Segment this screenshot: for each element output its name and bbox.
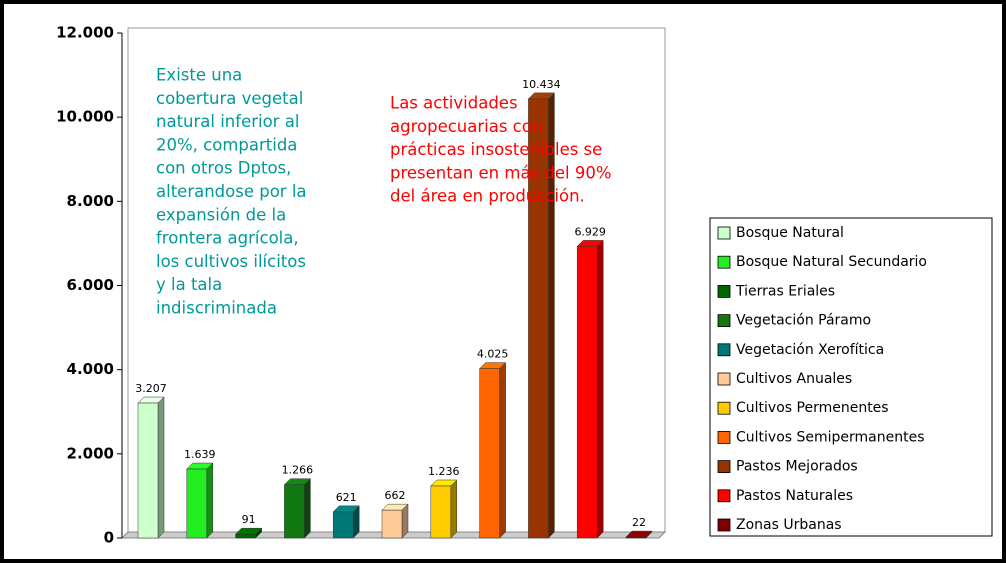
legend-swatch <box>717 343 731 357</box>
legend-swatch <box>717 255 731 269</box>
legend <box>709 217 993 537</box>
legend-swatch <box>717 430 731 444</box>
annotation: con otros Dptos, <box>156 159 291 178</box>
bar <box>186 468 208 539</box>
bar-side <box>450 479 458 539</box>
annotation: alterandose por la <box>156 182 307 201</box>
legend-label: Cultivos Permenentes <box>736 400 889 416</box>
value-label: 22 <box>632 516 646 529</box>
bar <box>528 98 549 539</box>
y-tick-label: 12.000 <box>56 24 114 42</box>
bar <box>430 485 452 539</box>
value-label: 3.207 <box>135 382 167 395</box>
value-label: 1.266 <box>282 464 314 477</box>
value-label: 1.639 <box>184 448 216 461</box>
legend-label: Cultivos Anuales <box>736 371 852 387</box>
legend-swatch <box>717 284 731 298</box>
bar <box>235 533 256 539</box>
bar <box>332 511 354 539</box>
bar <box>137 402 159 539</box>
annotation: indiscriminada <box>156 299 277 318</box>
value-label: 91 <box>242 513 256 526</box>
value-label: 1.236 <box>428 465 460 478</box>
legend-swatch <box>717 226 731 240</box>
legend-swatch <box>717 518 731 532</box>
annotation: 20%, compartida <box>156 135 297 154</box>
bar-side <box>304 478 311 539</box>
bar-side <box>157 396 165 539</box>
legend-swatch <box>717 372 731 386</box>
legend-swatch <box>717 489 731 503</box>
legend-label: Bosque Natural <box>736 225 844 241</box>
value-label: 662 <box>385 489 406 502</box>
bar-side <box>596 239 604 539</box>
legend-swatch <box>717 314 731 328</box>
y-tick-label: 8.000 <box>67 192 114 210</box>
legend-swatch <box>717 460 731 474</box>
y-tick-label: 0 <box>104 529 114 547</box>
annotation: y la tala <box>156 275 222 294</box>
annotation: Existe una <box>156 66 242 85</box>
annotation: frontera agrícola, <box>156 229 299 248</box>
bar <box>381 509 403 539</box>
y-tick-label: 10.000 <box>56 108 114 126</box>
annotation: presentan en más del 90% <box>390 163 612 182</box>
y-tick-label: 4.000 <box>67 360 114 378</box>
legend-label: Tierras Eriales <box>735 283 835 299</box>
value-label: 10.434 <box>522 78 561 91</box>
legend-label: Vegetación Xerofítica <box>736 342 884 358</box>
annotation: prácticas insostenibles se <box>390 140 602 159</box>
annotation: cobertura vegetal <box>156 89 303 108</box>
y-tick-label: 2.000 <box>67 444 114 462</box>
annotation: agropecuarias con <box>390 117 542 136</box>
legend-label: Bosque Natural Secundario <box>736 254 927 270</box>
legend-label: Vegetación Páramo <box>736 313 871 329</box>
legend-label: Pastos Naturales <box>736 488 853 504</box>
annotation: natural inferior al <box>156 112 299 131</box>
bar-side <box>206 462 214 539</box>
legend-swatch <box>717 401 731 415</box>
bar <box>284 484 305 539</box>
value-label: 6.929 <box>574 225 606 238</box>
annotation: expansión de la <box>156 205 286 224</box>
y-tick-label: 6.000 <box>67 276 114 294</box>
bar-side <box>499 362 506 539</box>
legend-label: Cultivos Semipermanentes <box>736 429 925 445</box>
value-label: 4.025 <box>477 348 509 361</box>
value-label: 621 <box>336 491 357 504</box>
annotation: Las actividades <box>390 94 518 113</box>
bar <box>576 246 598 539</box>
bar <box>479 368 500 539</box>
annotation: los cultivos ilícitos <box>156 252 306 271</box>
bar-side <box>548 92 555 539</box>
legend-label: Pastos Mejorados <box>736 459 858 475</box>
annotation: del área en producción. <box>390 187 585 206</box>
legend-label: Zonas Urbanas <box>736 517 842 533</box>
bar <box>625 536 647 539</box>
